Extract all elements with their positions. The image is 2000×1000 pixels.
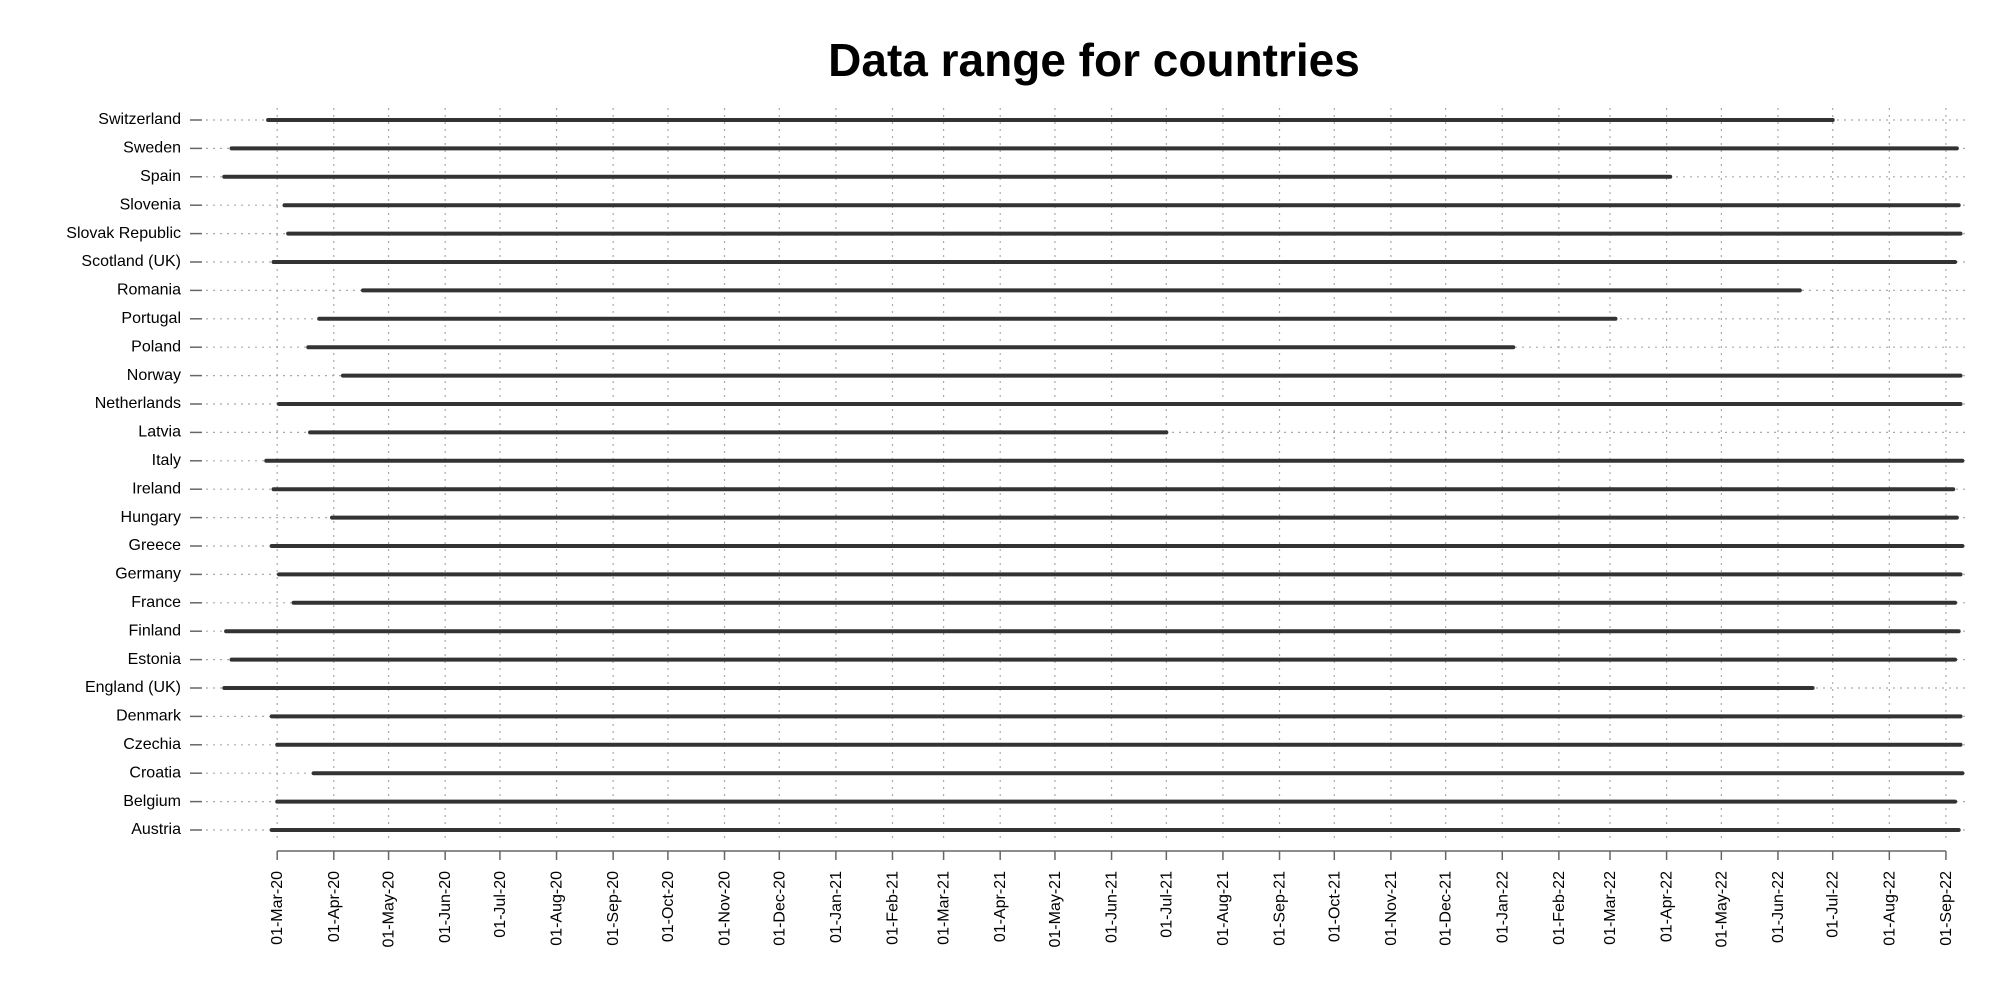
x-tick-label: 01-Nov-20 [717,871,734,946]
x-tick-label: 01-Mar-22 [1602,871,1619,945]
x-tick-label: 01-Jul-20 [492,871,509,938]
x-tick-label: 01-Apr-22 [1659,871,1676,942]
x-tick-label: 01-Mar-21 [936,871,953,945]
y-tick-label: Czechia [123,736,181,753]
x-tick-label: 01-Jul-22 [1825,871,1842,938]
y-tick-label: Slovenia [120,196,181,213]
x-tick-label: 01-Oct-21 [1326,871,1343,942]
y-tick-label: Italy [152,452,181,469]
x-tick-label: 01-Dec-20 [771,871,788,946]
y-tick-label: Finland [129,622,181,639]
x-tick-label: 01-Sep-20 [605,871,622,946]
y-tick-label: Sweden [123,140,181,157]
y-tick-label: Ireland [132,480,181,497]
y-tick-label: Hungary [121,509,181,526]
x-tick-label: 01-Oct-20 [660,871,677,942]
y-tick-label: Portugal [121,310,181,327]
y-tick-label: Poland [131,338,181,355]
x-tick-label: 01-Jun-22 [1770,871,1787,943]
y-tick-label: Scotland (UK) [81,253,181,270]
y-tick-label: Greece [129,537,182,554]
y-tick-label: Denmark [116,708,182,725]
y-tick-label: Netherlands [95,395,181,412]
x-tick-label: 01-Jun-21 [1104,871,1121,943]
x-tick-label: 01-Sep-21 [1272,871,1289,946]
x-tick-label: 01-Jan-22 [1494,871,1511,943]
x-tick-label: 01-May-22 [1713,871,1730,948]
y-tick-label: Germany [115,566,181,583]
y-tick-label: Norway [127,367,181,384]
y-tick-label: Romania [117,282,181,299]
x-tick-label: 01-Mar-20 [269,871,286,945]
x-tick-label: 01-Aug-20 [549,871,566,946]
y-tick-label: Latvia [138,424,181,441]
y-tick-label: Belgium [123,793,181,810]
y-tick-label: Switzerland [98,111,181,128]
y-tick-label: Slovak Republic [66,225,181,242]
x-tick-label: 01-Jun-20 [437,871,454,943]
x-tick-label: 01-Jan-21 [828,871,845,943]
x-tick-label: 01-Sep-22 [1938,871,1955,946]
y-tick-label: Estonia [128,651,181,668]
x-tick-label: 01-Jul-21 [1158,871,1175,938]
y-tick-label: England (UK) [85,679,181,696]
x-tick-label: 01-Feb-22 [1551,871,1568,945]
x-tick-label: 01-Aug-22 [1881,871,1898,946]
y-tick-label: Austria [131,821,181,838]
x-tick-label: 01-May-20 [381,871,398,948]
y-tick-label: France [131,594,181,611]
y-tick-label: Spain [140,168,181,185]
x-tick-label: 01-May-21 [1047,871,1064,948]
chart-title: Data range for countries [828,34,1360,86]
x-tick-label: 01-Feb-21 [884,871,901,945]
x-tick-label: 01-Apr-21 [992,871,1009,942]
x-tick-label: 01-Aug-21 [1215,871,1232,946]
x-tick-label: 01-Dec-21 [1438,871,1455,946]
x-tick-label: 01-Nov-21 [1383,871,1400,946]
y-tick-label: Croatia [129,764,181,781]
x-tick-label: 01-Apr-20 [326,871,343,942]
